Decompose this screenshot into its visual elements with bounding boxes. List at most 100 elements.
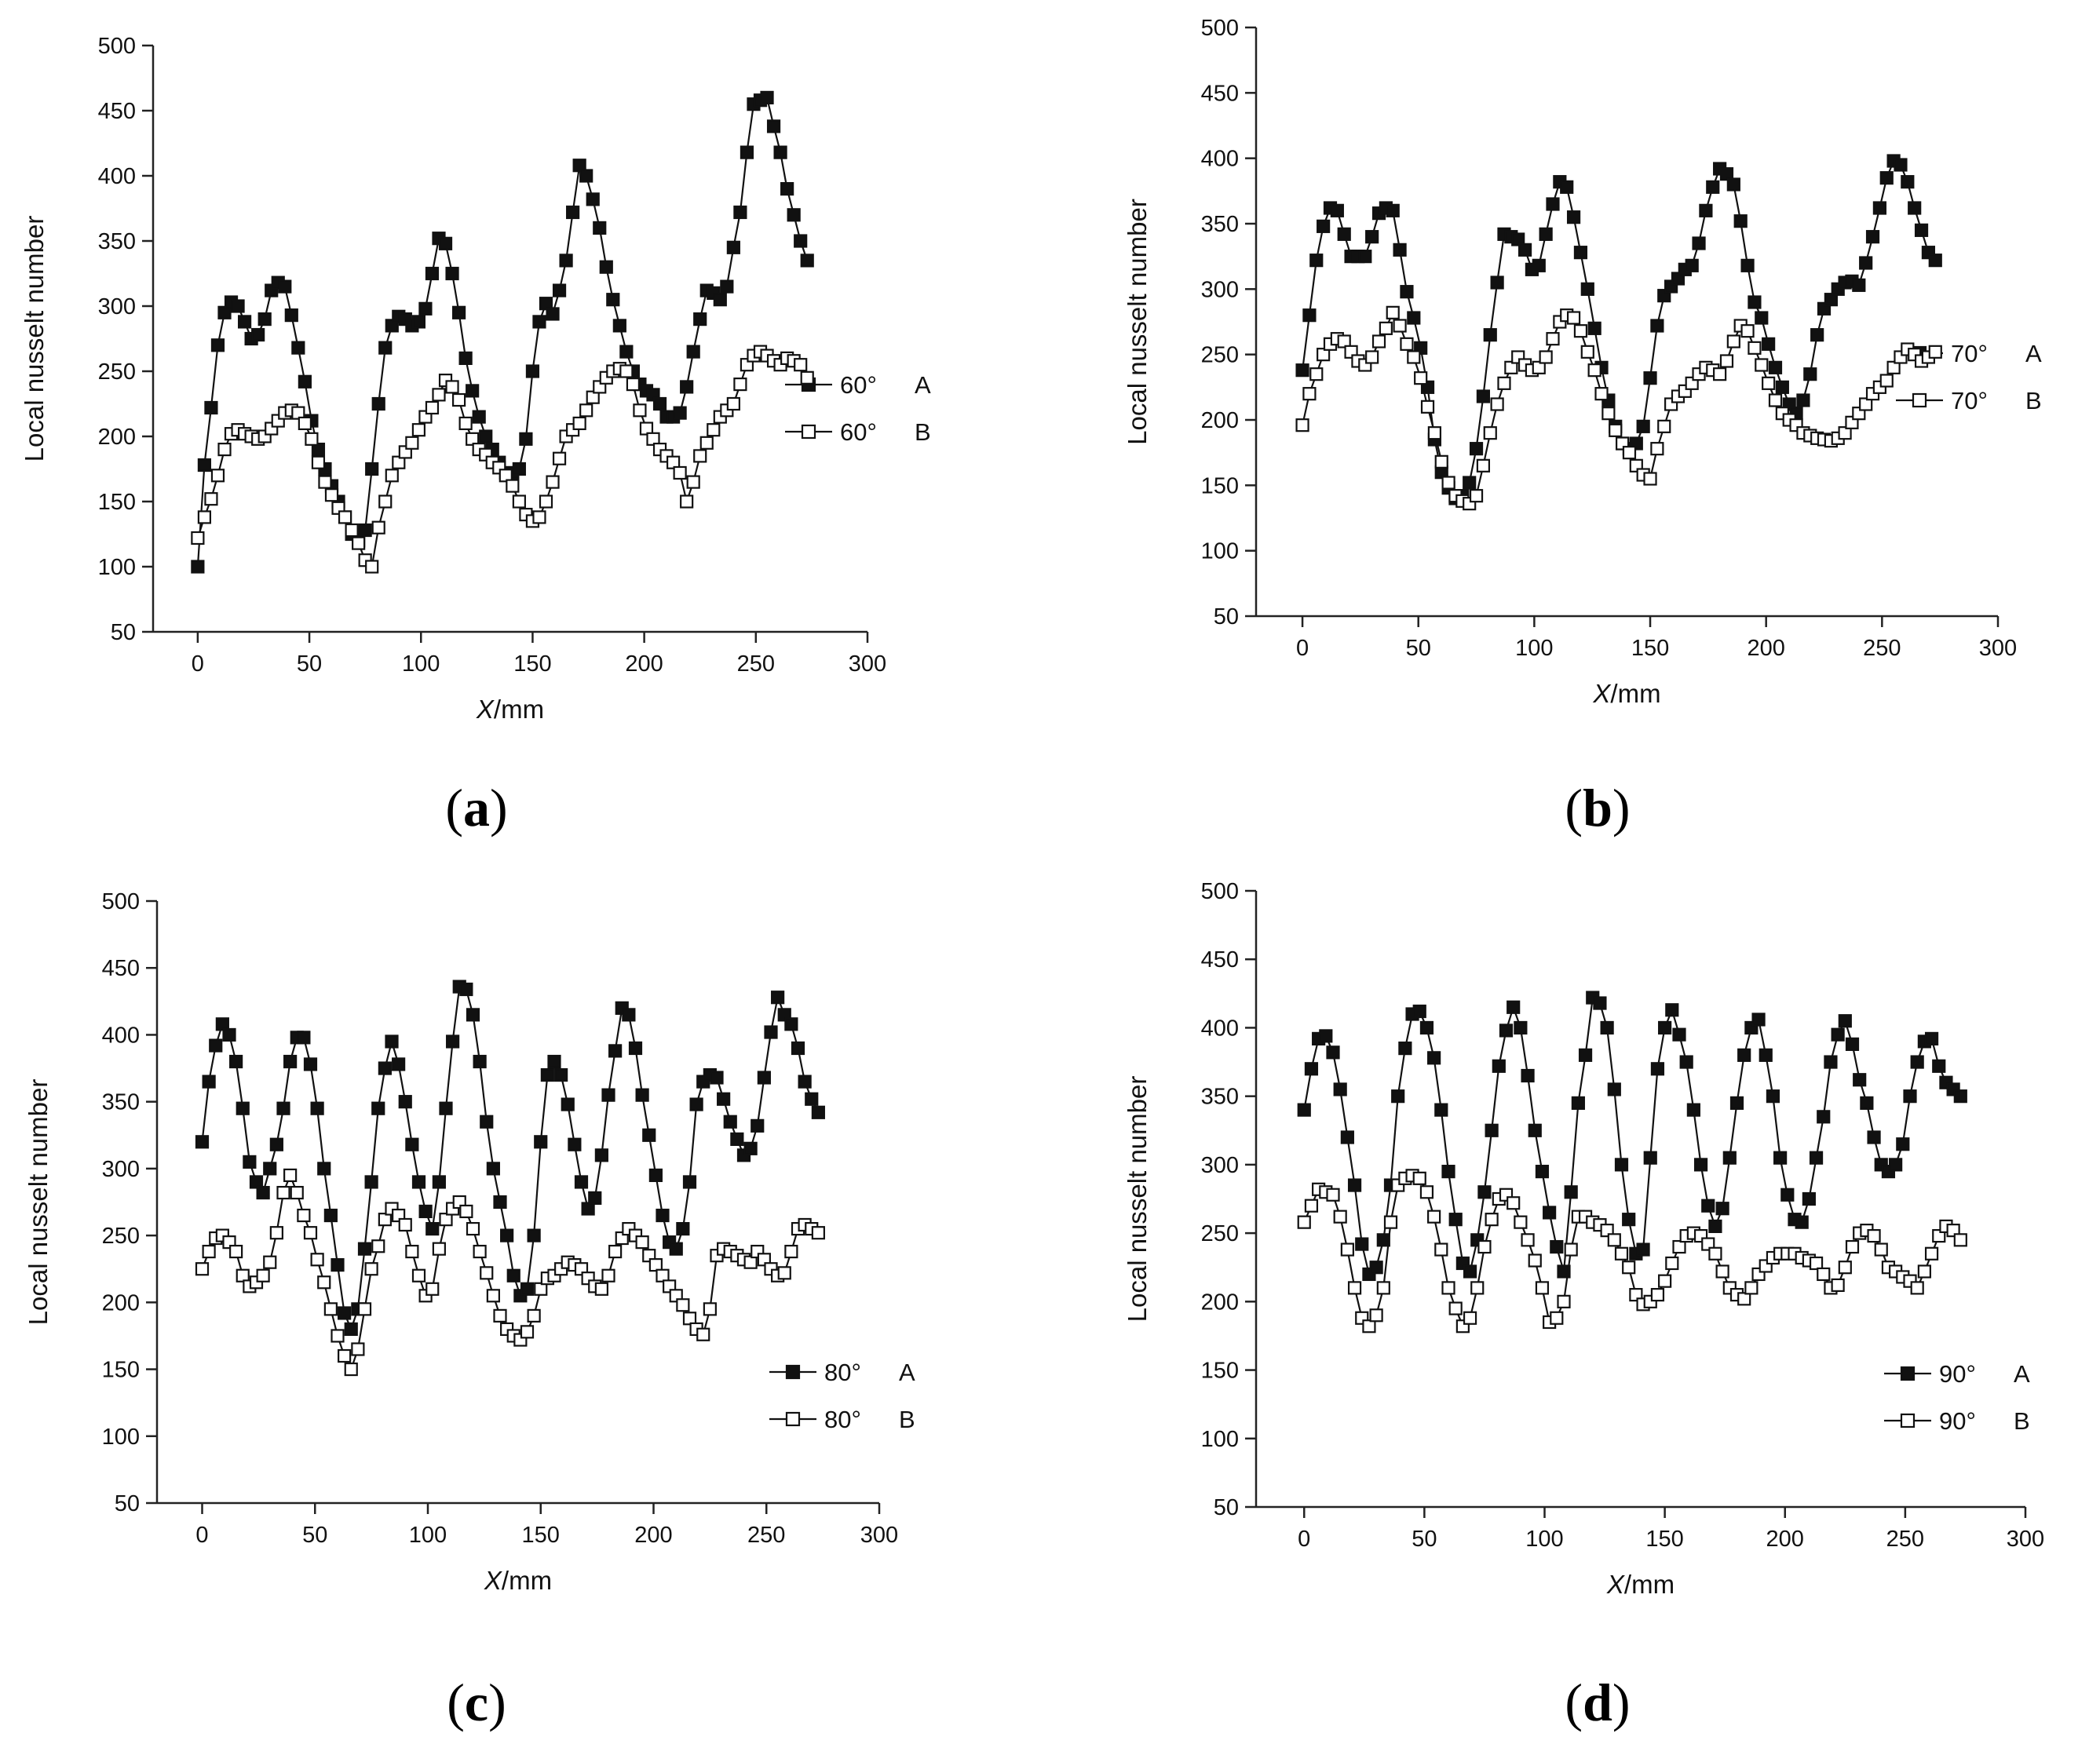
chart-d-series-B-legend-name: 90° [1939,1407,1976,1435]
chart-a-ylabel: Local nusselt number [20,216,49,462]
chart-a-xtick-label-300: 300 [849,651,886,677]
chart-c-series-B-point [676,1298,690,1312]
chart-b-series-A-point [1908,201,1922,215]
chart-c-series-A-point [540,1067,554,1082]
chart-c-series-A-point [493,1195,507,1210]
chart-a-series-A-point [579,169,593,183]
chart-b-series-B-point [1337,334,1351,348]
chart-c-ytick-label-100: 100 [102,1425,140,1450]
chart-c-series-A-point [642,1128,656,1142]
chart-b-ytick-label-150: 150 [1201,473,1239,498]
chart-c-series-A-point [310,1101,324,1115]
chart-c-series-A-point [676,1221,690,1236]
chart-c-series-B-point [290,1185,304,1200]
chart-d-series-A-point [1507,1000,1521,1014]
chart-d-series-A-point [1607,1082,1621,1096]
chart-b-series-A-point [1810,328,1824,342]
chart-c-series-B-point [459,1204,473,1219]
chart-b-series-B-point [1650,442,1664,456]
chart-c-series-A-point [229,1054,243,1069]
chart-b-series-B-legend-name: 70° [1951,387,1988,414]
chart-d-series-A-point [1485,1123,1499,1137]
chart-c-series-B-point [338,1348,352,1363]
chart-a-series-A-point [606,293,620,307]
chart-d-series-A-point [1780,1188,1795,1202]
chart-c-series-B-point [256,1268,270,1282]
chart-b-series-A-point [1859,256,1873,270]
chart-b-ytick-label-350: 350 [1201,212,1239,237]
chart-d-xtick-label-200: 200 [1766,1527,1804,1552]
chart-a-series-A-point [720,279,734,294]
chart-b-series-B-point [1643,472,1657,486]
chart-c-series-B-point [703,1302,717,1316]
chart-b-series-A-point [1748,295,1762,309]
chart-c-series-B-point [743,1255,758,1269]
chart-b-series-A-point [1337,227,1351,241]
chart-d-series-A-point [1693,1158,1708,1172]
chart-a-series-B-point [506,479,520,493]
chart-b-series-B-point [1532,360,1546,374]
chart-b-ytick-label-500: 500 [1201,16,1239,41]
chart-a-series-B-point [378,494,393,509]
chart-c-series-A-point [473,1054,487,1069]
chart-c-series-A-point [656,1208,670,1223]
chart-d-series-A-point [1463,1264,1477,1279]
chart-c-series-B-point [323,1302,338,1316]
chart-b-series-A-point [1490,275,1504,290]
chart-b-series-B-point [1928,345,1942,359]
chart-d-series-B-point [1715,1264,1729,1279]
chart-d-series-B-point [1441,1281,1455,1295]
chart-d-series-A-point [1751,1012,1766,1027]
chart-d-series-B-point [1448,1301,1463,1315]
chart-c-series-A-point [628,1041,643,1056]
chart-d-series-A-point [1593,996,1607,1010]
chart-c-series-A-point [648,1168,663,1183]
chart-a-xtick-label-250: 250 [737,651,775,677]
chart-d-series-A-point [1528,1123,1542,1137]
chart-b-series-B-point [1879,374,1894,388]
chart-b: 50 100 150 200 250 300 350 400 450 500 0 50 100 150 20… [1072,0,2100,750]
chart-c-ytick-label-300: 300 [102,1157,140,1182]
chart-b-series-B-point [1386,305,1400,319]
chart-c-series-A-point [764,1025,778,1039]
chart-d-series-A-point [1412,1004,1426,1019]
chart-d-series-A-point [1896,1137,1910,1151]
chart-d: 50 100 150 200 250 300 350 400 450 500 0 50 100 150 20… [1072,848,2100,1648]
chart-d-series-A-point [1477,1185,1492,1199]
chart-c-series-A-point [392,1057,406,1071]
chart-d-ytick-label-150: 150 [1201,1359,1239,1384]
chart-d-series-B-point [1809,1256,1824,1271]
chart-d-series-B-point [1845,1239,1860,1254]
chart-c-series-A-point [480,1115,494,1129]
chart-b-series-A-point [1539,227,1553,241]
chart-b-series-A-point [1879,171,1894,185]
chart-b-series-A-point [1768,360,1783,374]
chart-d-series-B-point [1412,1171,1426,1185]
chart-d-series-A-point [1355,1237,1369,1251]
chart-d-series-A-legend-marker [1900,1366,1916,1381]
chart-c-series-B-point [344,1362,358,1377]
chart-a-series-B-point [318,475,332,489]
chart-a-series-A-point [445,266,459,281]
chart-d-series-A-point [1809,1151,1824,1165]
chart-c-series-A-point [371,1101,385,1115]
chart-d-series-A-point [1853,1073,1867,1087]
chart-c-series-B-point [493,1308,507,1323]
chart-a-series-A-point [451,305,466,319]
chart-c-series-A-point [601,1088,615,1102]
chart-d-series-B-point [1507,1196,1521,1210]
chart-d-series-A-point [1333,1082,1347,1096]
chart-d-series-A-point [1571,1096,1585,1110]
chart-a-series-A-point [197,458,212,472]
chart-c-series-A-point [588,1191,602,1205]
chart-b-xtick-label-100: 100 [1515,636,1553,661]
chart-c-series-A-point [520,1282,535,1296]
chart-a-series-A-point [251,327,265,342]
chart-b-series-B-point [1859,397,1873,411]
chart-b-series-A-point [1330,203,1344,217]
chart-b-series-A-point [1740,258,1755,272]
chart-a-series-A-point [466,384,480,398]
chart-c-series-A-point [236,1101,250,1115]
chart-a-series-A-point [686,345,700,359]
chart-a-ytick-label-350: 350 [98,229,136,254]
